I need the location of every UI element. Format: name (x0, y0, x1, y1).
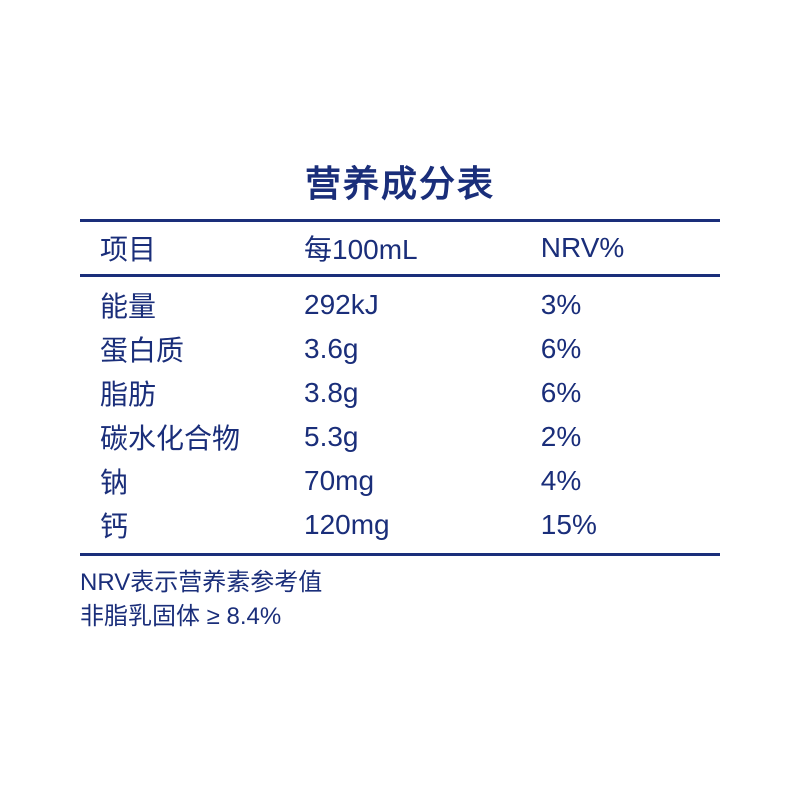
cell-per: 120mg (304, 503, 541, 555)
cell-per: 292kJ (304, 276, 541, 328)
cell-per: 5.3g (304, 415, 541, 459)
cell-nrv: 4% (541, 459, 720, 503)
footnote-line: NRV表示营养素参考值 (80, 566, 720, 600)
table-row: 蛋白质 3.6g 6% (80, 327, 720, 371)
cell-item: 脂肪 (80, 371, 304, 415)
table-header-row: 项目 每100mL NRV% (80, 221, 720, 276)
table-row: 钙 120mg 15% (80, 503, 720, 555)
table-row: 脂肪 3.8g 6% (80, 371, 720, 415)
table-row: 能量 292kJ 3% (80, 276, 720, 328)
cell-item: 钙 (80, 503, 304, 555)
cell-nrv: 3% (541, 276, 720, 328)
cell-nrv: 15% (541, 503, 720, 555)
cell-nrv: 6% (541, 327, 720, 371)
cell-nrv: 6% (541, 371, 720, 415)
column-header-per: 每100mL (304, 221, 541, 276)
table-row: 碳水化合物 5.3g 2% (80, 415, 720, 459)
cell-per: 70mg (304, 459, 541, 503)
cell-per: 3.8g (304, 371, 541, 415)
column-header-item: 项目 (80, 221, 304, 276)
cell-item: 碳水化合物 (80, 415, 304, 459)
nutrition-table: 项目 每100mL NRV% 能量 292kJ 3% 蛋白质 3.6g 6% 脂… (80, 219, 720, 556)
table-row: 钠 70mg 4% (80, 459, 720, 503)
footnote-line: 非脂乳固体 ≥ 8.4% (80, 600, 720, 634)
cell-per: 3.6g (304, 327, 541, 371)
nutrition-table-title: 营养成分表 (305, 155, 495, 207)
cell-item: 钠 (80, 459, 304, 503)
column-header-nrv: NRV% (541, 221, 720, 276)
cell-item: 能量 (80, 276, 304, 328)
cell-nrv: 2% (541, 415, 720, 459)
footnotes: NRV表示营养素参考值 非脂乳固体 ≥ 8.4% (80, 566, 720, 633)
cell-item: 蛋白质 (80, 327, 304, 371)
